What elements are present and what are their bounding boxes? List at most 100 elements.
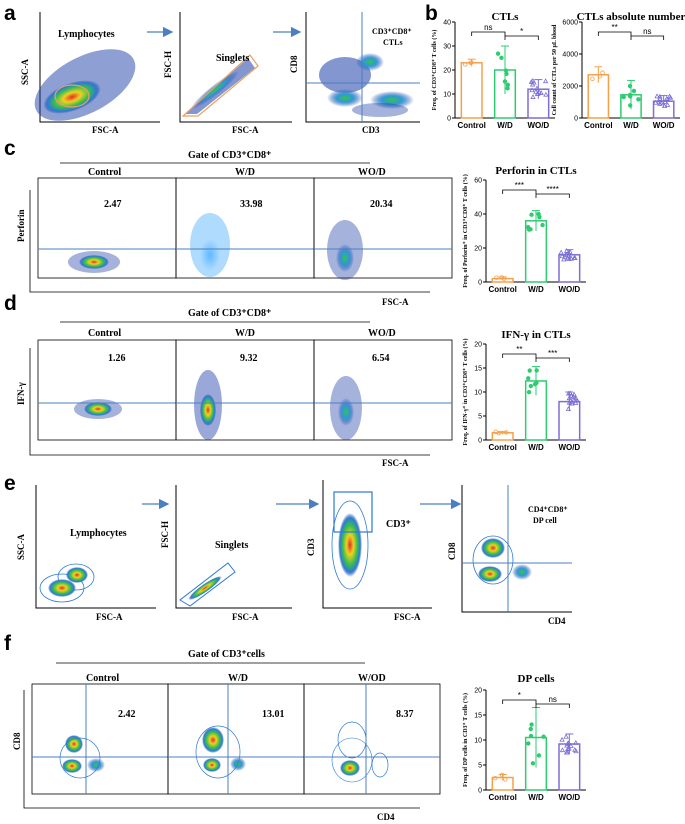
y-tick-label: 10 <box>474 738 482 745</box>
group-label-control: Control <box>86 673 119 684</box>
y-tick-label: 15 <box>474 366 482 373</box>
y-tick-label: 40 <box>474 212 482 219</box>
category-label: Control <box>457 121 485 130</box>
category-label: W/D <box>528 443 544 452</box>
significance-label: ns <box>484 23 492 32</box>
panel-d: d Gate of CD3⁺CD8⁺ Control W/D WO/D 1.26… <box>4 292 453 468</box>
data-point <box>504 430 509 435</box>
significance-bracket <box>471 31 506 36</box>
data-point <box>535 90 541 96</box>
flow-plot-c-control: 2.47 <box>37 177 177 279</box>
data-point <box>567 390 573 396</box>
bar-chart-b-ctls: CTLs 0 10 20 30 40 Freq. of CD3⁺CD8⁺ T cells (… <box>431 11 555 130</box>
panel-label-a: a <box>4 2 16 25</box>
category-label: W/D <box>528 285 544 294</box>
significance-label: ** <box>612 23 618 32</box>
y-axis-label: IFN-γ <box>16 382 26 405</box>
data-point <box>534 368 539 373</box>
x-axis-label: FSC-A <box>232 125 259 135</box>
y-tick-label: 4000 <box>562 52 578 59</box>
group-label-wd: W/D <box>235 167 255 178</box>
data-point <box>590 76 595 81</box>
data-point <box>542 78 549 84</box>
data-point <box>568 255 575 261</box>
x-axis-label: FSC-A <box>92 125 119 135</box>
y-tick-label: 0 <box>478 788 482 795</box>
percentage-value: 1.26 <box>108 353 126 364</box>
plot-title: Lymphocytes <box>70 528 127 539</box>
data-point <box>564 749 571 755</box>
gate-ellipse <box>54 84 90 108</box>
percentage-value: 8.37 <box>396 709 414 720</box>
data-point <box>536 753 542 758</box>
significance-label: ns <box>548 695 556 704</box>
y-tick-label: 5 <box>478 763 482 770</box>
data-point <box>533 88 539 94</box>
bar-chart-c-perforin: Perforin in CTLs 0 20 40 60 Freq. of Perforin… <box>462 165 586 294</box>
significance-bracket <box>502 353 537 358</box>
x-axis-label: FSC-A <box>382 458 409 468</box>
bar-chart-d-ifng: IFN-γ in CTLs 0 5 10 15 20 Freq. of IFN-γ⁺ in … <box>462 329 586 452</box>
y-tick-label: 2000 <box>562 84 578 91</box>
y-axis-label: SSC-A <box>16 533 26 560</box>
y-tick-label: 40 <box>443 20 451 27</box>
significance-label: *** <box>515 181 524 190</box>
category-label: WO/D <box>527 121 549 130</box>
group-label-wod: WO/D <box>368 328 396 339</box>
group-label-wd: W/D <box>228 673 248 684</box>
y-axis-label: CD8 <box>289 55 299 73</box>
significance-label: * <box>520 27 523 36</box>
data-point <box>627 103 633 108</box>
data-point <box>559 253 565 259</box>
plot-title-line1: CD3⁺CD8⁺ <box>372 27 412 36</box>
data-point <box>503 68 509 73</box>
category-label: Control <box>584 121 612 130</box>
significance-bracket <box>535 703 570 708</box>
data-point <box>526 741 531 746</box>
data-point <box>652 99 659 105</box>
data-point <box>562 253 568 259</box>
data-point <box>534 380 539 386</box>
data-point <box>528 733 534 739</box>
x-axis-label: FSC-A <box>232 612 259 622</box>
significance-bracket <box>535 357 570 362</box>
y-axis-label: Freq. of IFN-γ⁺ in CD3⁺CD8⁺ T cells (%) <box>462 339 469 446</box>
y-axis-label: CD8 <box>12 732 22 750</box>
group-label-control: Control <box>88 167 121 178</box>
panel-f: f Gate of CD3⁺cells Control W/D W/OD 2.4… <box>4 632 441 822</box>
data-point <box>499 772 505 778</box>
category-label: WO/D <box>558 285 580 294</box>
bar-chart-f-dp: DP cells 0 5 10 15 20 Freq. of DP cells in CD3… <box>462 673 586 802</box>
bar-charts: CTLs 0 10 20 30 40 Freq. of CD3⁺CD8⁺ T cells (… <box>431 11 685 802</box>
y-axis-label: SSC-A <box>20 58 30 85</box>
flow-plot-c-wd: 33.98 <box>175 177 315 279</box>
y-tick-label: 0 <box>574 116 578 123</box>
bar-chart-b-abs: CTLs absolute number 0 2000 4000 6000 Cell co… <box>552 11 685 130</box>
data-point <box>565 255 571 261</box>
group-label-wod: W/OD <box>358 673 386 684</box>
y-axis-label: Cell count of CTLs per 50 μL blood <box>552 24 558 115</box>
significance-label: * <box>518 691 521 700</box>
flow-plot-f-control: 2.42 <box>31 683 169 795</box>
plot-title: Singlets <box>215 540 248 551</box>
flow-plot-d-control: 1.26 <box>37 339 177 441</box>
percentage-value: 6.54 <box>372 353 390 364</box>
y-axis-label: Freq. of DP cells in CD3⁺ T cells (%) <box>462 693 469 787</box>
flow-plot-e-lymphocytes: Lymphocytes FSC-A SSC-A <box>16 485 156 622</box>
percentage-value: 13.01 <box>262 709 285 720</box>
data-point <box>561 256 567 262</box>
data-point <box>528 726 533 732</box>
data-point <box>526 389 532 395</box>
flow-plot-a-singlets: Singlets FSC-A FSC-H <box>163 12 292 135</box>
data-point <box>531 79 537 85</box>
data-point <box>563 248 570 253</box>
data-point <box>529 87 535 93</box>
panel-label-e: e <box>4 472 16 495</box>
panel-label-f: f <box>4 632 12 655</box>
plot-title: CD3⁺ <box>386 519 411 530</box>
plot-title-line1: CD4⁺CD8⁺ <box>528 505 568 514</box>
gate-title: Gate of CD3⁺cells <box>188 649 265 660</box>
data-point <box>664 102 671 107</box>
data-point <box>528 383 534 389</box>
percentage-value: 2.47 <box>104 199 122 210</box>
